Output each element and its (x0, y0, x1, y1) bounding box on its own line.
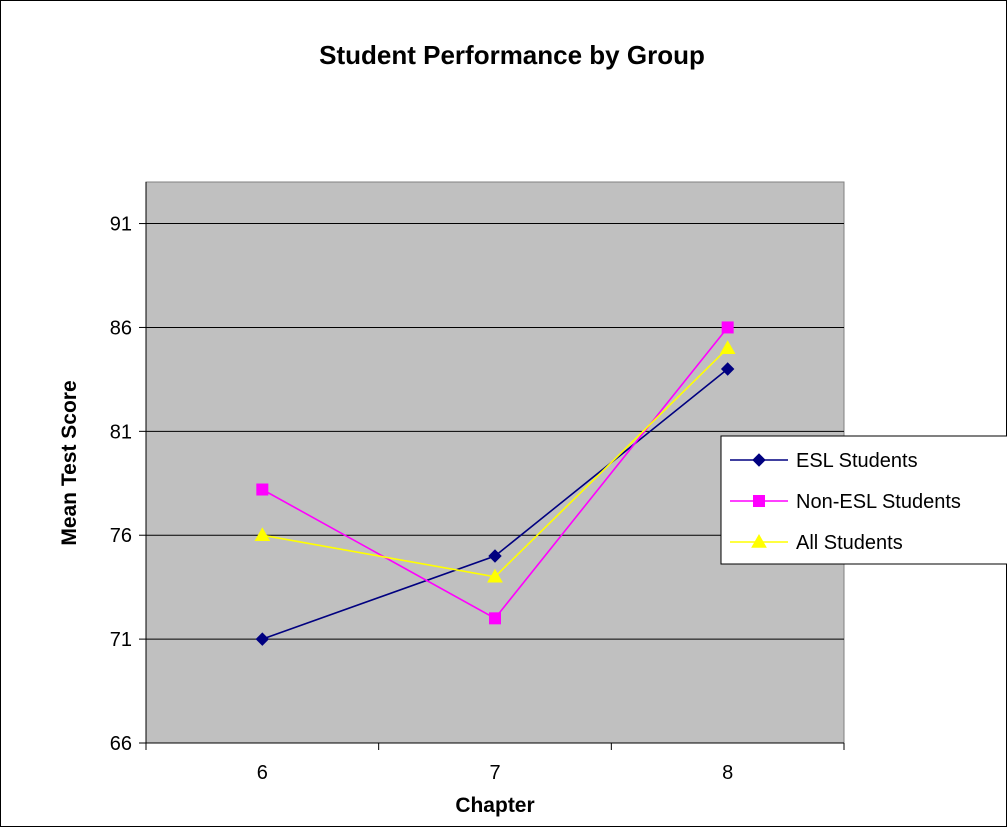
x-tick-label: 7 (489, 762, 500, 784)
data-point-non-esl-students (489, 612, 501, 625)
x-axis-label: Chapter (455, 794, 534, 817)
series-markers (254, 321, 736, 646)
y-tick-label: 76 (110, 525, 132, 547)
y-axis-label: Mean Test Score (58, 380, 81, 545)
legend: ESL Students Non-ESL Students All Students (720, 435, 1007, 565)
y-tick-label: 66 (110, 733, 132, 755)
data-point-esl-students (720, 362, 735, 376)
legend-label-non-esl-students: Non-ESL Students (796, 491, 961, 513)
axes (139, 182, 845, 750)
x-tick-label: 6 (257, 762, 268, 784)
y-tick-label: 91 (110, 214, 132, 236)
data-point-all-students (719, 340, 736, 354)
legend-swatch-marker (751, 533, 767, 548)
data-point-esl-students (488, 549, 502, 563)
y-tick-label: 71 (110, 629, 132, 651)
y-tick-label: 81 (110, 421, 132, 443)
legend-label-esl-students: ESL Students (796, 450, 918, 472)
chart-title: Student Performance by Group (319, 40, 705, 70)
legend-swatch-marker (753, 495, 765, 507)
data-point-esl-students (255, 632, 270, 646)
legend-swatch-marker (752, 453, 766, 467)
data-point-all-students (487, 568, 503, 583)
data-point-non-esl-students (721, 321, 734, 334)
y-tick-labels: 66 71 76 81 86 91 (110, 214, 132, 755)
data-point-all-students (254, 527, 271, 541)
legend-label-all-students: All Students (796, 532, 903, 554)
y-tick-label: 86 (110, 317, 132, 339)
x-tick-labels: 6 7 8 (257, 762, 733, 784)
data-point-non-esl-students (256, 483, 269, 496)
x-tick-label: 8 (722, 762, 733, 784)
